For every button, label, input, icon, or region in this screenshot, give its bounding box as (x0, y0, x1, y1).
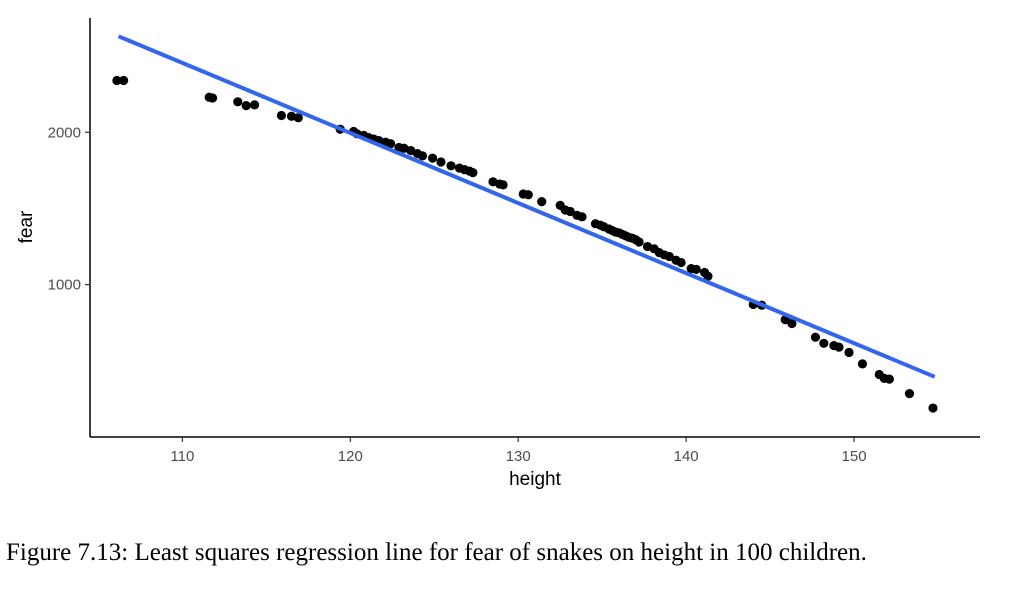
x-tick-label: 120 (338, 448, 363, 465)
data-point (241, 101, 251, 111)
x-tick-label: 140 (674, 448, 699, 465)
x-tick-label: 150 (842, 448, 867, 465)
data-point (844, 347, 854, 358)
data-point (904, 388, 915, 399)
data-point (436, 157, 446, 167)
data-point (664, 251, 674, 262)
data-point (537, 196, 547, 207)
data-point (928, 403, 938, 413)
data-point (565, 206, 575, 217)
regression-line (117, 34, 936, 379)
data-point (233, 97, 243, 107)
y-tick-label: 2000 (48, 124, 81, 141)
data-point (276, 110, 287, 121)
y-tick-label: 1000 (48, 277, 81, 294)
x-axis-ticks: 110 120 130 140 150 (170, 437, 867, 465)
figure-caption: Figure 7.13: Least squares regression li… (6, 539, 867, 566)
data-point (293, 113, 303, 123)
data-point (468, 168, 478, 178)
data-point (634, 237, 644, 247)
data-point (118, 75, 129, 86)
data-point (691, 264, 701, 274)
data-point (417, 151, 428, 161)
data-point (810, 332, 821, 342)
data-point (249, 100, 260, 110)
y-axis-ticks: 1000 2000 (48, 124, 90, 294)
scatter-chart: 110 120 130 140 150 1000 2000 height fear (16, 18, 980, 490)
data-point (385, 139, 396, 149)
data-point (703, 271, 713, 281)
data-point (112, 75, 122, 86)
data-point (819, 338, 829, 348)
data-points (112, 75, 938, 413)
data-point (446, 161, 456, 171)
data-point (834, 342, 844, 352)
data-point (427, 153, 438, 163)
y-axis-title: fear (16, 210, 37, 243)
x-tick-label: 130 (506, 448, 531, 465)
data-point (498, 180, 508, 190)
data-point (207, 93, 218, 103)
data-point (577, 212, 587, 222)
x-axis-title: height (509, 469, 561, 490)
data-point (787, 318, 797, 329)
data-point (884, 374, 894, 384)
data-point (676, 257, 686, 268)
data-point (857, 359, 868, 369)
x-tick-label: 110 (170, 448, 194, 465)
data-point (523, 190, 533, 200)
